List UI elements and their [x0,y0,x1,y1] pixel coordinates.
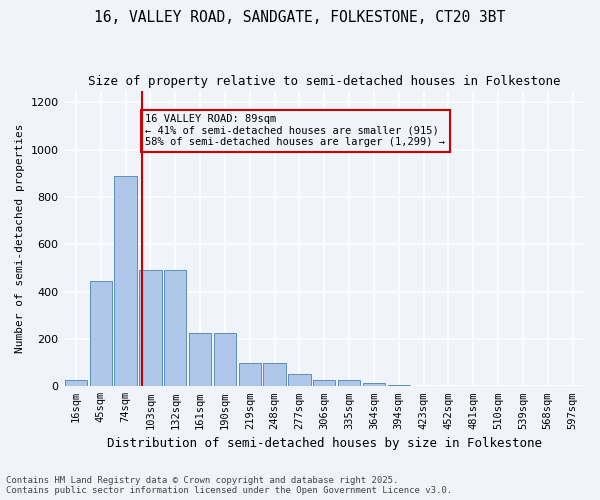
Bar [189,333,211,386]
Bar [115,176,137,386]
Bar [239,362,261,386]
Bar [363,383,385,386]
Title: Size of property relative to semi-detached houses in Folkestone: Size of property relative to semi-detach… [88,75,560,88]
X-axis label: Distribution of semi-detached houses by size in Folkestone: Distribution of semi-detached houses by … [107,437,542,450]
Text: 16 VALLEY ROAD: 89sqm
← 41% of semi-detached houses are smaller (915)
58% of sem: 16 VALLEY ROAD: 89sqm ← 41% of semi-deta… [145,114,445,148]
Y-axis label: Number of semi-detached properties: Number of semi-detached properties [15,124,25,353]
Bar [288,374,311,386]
Bar [338,380,360,386]
Text: 16, VALLEY ROAD, SANDGATE, FOLKESTONE, CT20 3BT: 16, VALLEY ROAD, SANDGATE, FOLKESTONE, C… [94,10,506,25]
Bar [388,385,410,386]
Bar [139,270,161,386]
Text: Contains HM Land Registry data © Crown copyright and database right 2025.
Contai: Contains HM Land Registry data © Crown c… [6,476,452,495]
Bar [65,380,87,386]
Bar [164,270,187,386]
Bar [313,380,335,386]
Bar [89,281,112,386]
Bar [214,333,236,386]
Bar [263,362,286,386]
